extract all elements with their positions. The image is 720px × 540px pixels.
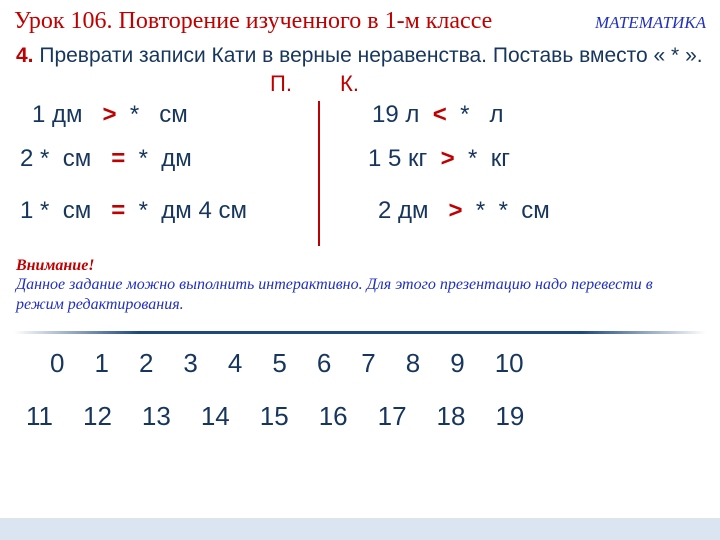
number-chip[interactable]: 10	[495, 348, 524, 379]
number-chip[interactable]: 13	[142, 401, 171, 432]
note-body: Данное задание можно выполнить интеракти…	[16, 275, 704, 315]
operator-gt: >	[441, 145, 455, 172]
expr-text: дм	[161, 145, 192, 172]
task-body: Преврати записи Кати в верные неравенств…	[39, 44, 702, 67]
operator-eq: =	[111, 197, 125, 224]
expr-text: 19 л	[372, 101, 419, 128]
star-placeholder[interactable]: *	[40, 197, 49, 224]
expr-text: см	[63, 145, 92, 172]
label-p: П.	[270, 71, 292, 97]
star-placeholder[interactable]: *	[139, 197, 148, 224]
slide-header: Урок 106. Повторение изученного в 1-м кл…	[0, 0, 720, 39]
number-chip[interactable]: 3	[183, 348, 197, 379]
expr-text: 2 дм	[378, 197, 429, 224]
task-number: 4.	[16, 44, 34, 67]
expr-text: л	[489, 101, 503, 128]
number-chip[interactable]: 0	[50, 348, 64, 379]
number-chip[interactable]: 4	[228, 348, 242, 379]
expr-text: 2	[20, 145, 33, 172]
right-row-3: 2 дм > * * см	[378, 197, 550, 225]
star-placeholder[interactable]: *	[499, 197, 508, 224]
column-labels: П. К.	[0, 71, 720, 101]
number-chip[interactable]: 19	[495, 401, 524, 432]
expr-text: 1 5 кг	[368, 145, 427, 172]
number-chip[interactable]: 5	[272, 348, 286, 379]
star-placeholder[interactable]: *	[460, 101, 469, 128]
note-title: Внимание!	[16, 257, 704, 275]
number-chip[interactable]: 9	[450, 348, 464, 379]
footer-band	[0, 518, 720, 540]
operator-lt: <	[433, 101, 447, 128]
exercise-area: 1 дм > * см 2 * см = * дм 1 * см = * дм …	[0, 101, 720, 251]
number-chip[interactable]: 7	[361, 348, 375, 379]
number-chip[interactable]: 12	[83, 401, 112, 432]
number-chip[interactable]: 2	[139, 348, 153, 379]
lesson-title: Урок 106. Повторение изученного в 1-м кл…	[14, 8, 492, 35]
right-row-2: 1 5 кг > * кг	[368, 145, 510, 173]
star-placeholder[interactable]: *	[476, 197, 485, 224]
left-row-3: 1 * см = * дм 4 см	[20, 197, 247, 225]
number-chip[interactable]: 1	[94, 348, 108, 379]
right-row-1: 19 л < * л	[372, 101, 503, 129]
number-chip[interactable]: 11	[26, 401, 53, 432]
number-row-1: 0 1 2 3 4 5 6 7 8 9 10	[24, 348, 696, 379]
expr-text: см	[63, 197, 92, 224]
left-row-1: 1 дм > * см	[32, 101, 188, 129]
vertical-divider	[318, 101, 320, 246]
number-chip[interactable]: 8	[406, 348, 420, 379]
star-placeholder[interactable]: *	[468, 145, 477, 172]
number-chip[interactable]: 14	[201, 401, 230, 432]
star-placeholder[interactable]: *	[130, 101, 139, 128]
operator-gt: >	[103, 101, 117, 128]
task-text: 4. Преврати записи Кати в верные неравен…	[0, 39, 720, 69]
left-row-2: 2 * см = * дм	[20, 145, 192, 173]
number-chip[interactable]: 16	[319, 401, 348, 432]
expr-text: 1	[20, 197, 33, 224]
horizontal-divider	[14, 331, 706, 334]
number-chip[interactable]: 15	[260, 401, 289, 432]
expr-text: 1 дм	[32, 101, 83, 128]
operator-eq: =	[111, 145, 125, 172]
operator-gt: >	[449, 197, 463, 224]
expr-text: дм 4 см	[161, 197, 247, 224]
label-k: К.	[340, 71, 359, 97]
number-palette: 0 1 2 3 4 5 6 7 8 9 10 11 12 13 14 15 16…	[0, 348, 720, 432]
expr-text: кг	[491, 145, 510, 172]
number-chip[interactable]: 18	[437, 401, 466, 432]
star-placeholder[interactable]: *	[139, 145, 148, 172]
expr-text: см	[159, 101, 188, 128]
expr-text: см	[521, 197, 550, 224]
number-row-2: 11 12 13 14 15 16 17 18 19	[24, 401, 696, 432]
number-chip[interactable]: 6	[317, 348, 331, 379]
star-placeholder[interactable]: *	[40, 145, 49, 172]
subject-label: МАТЕМАТИКА	[595, 13, 706, 33]
attention-note: Внимание! Данное задание можно выполнить…	[0, 251, 720, 323]
number-chip[interactable]: 17	[378, 401, 407, 432]
